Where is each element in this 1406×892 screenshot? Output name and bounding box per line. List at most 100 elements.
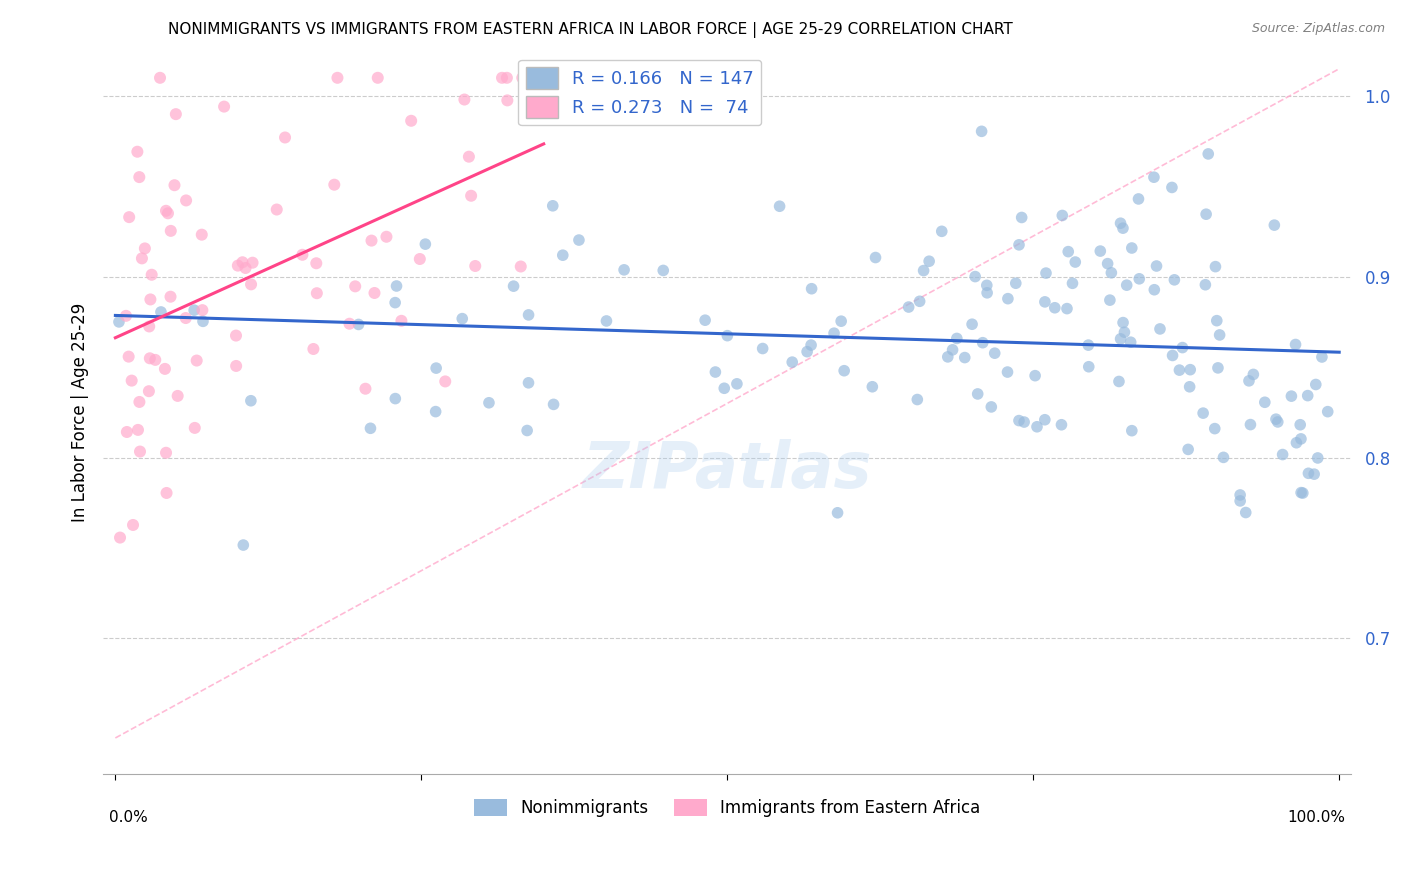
Point — [1271, 448, 1294, 462]
Point — [976, 278, 998, 293]
Point — [502, 279, 524, 293]
Point — [800, 338, 823, 352]
Point — [1263, 218, 1285, 232]
Point — [496, 70, 519, 85]
Point — [1289, 432, 1312, 446]
Text: 100.0%: 100.0% — [1288, 810, 1346, 825]
Point — [305, 286, 328, 301]
Point — [1056, 301, 1078, 316]
Point — [1285, 435, 1308, 450]
Point — [122, 518, 145, 533]
Point — [1077, 359, 1099, 374]
Point — [1296, 389, 1319, 403]
Point — [1279, 389, 1302, 403]
Point — [1178, 380, 1201, 394]
Point — [751, 342, 773, 356]
Point — [1026, 419, 1049, 434]
Point — [478, 396, 501, 410]
Point — [517, 376, 540, 390]
Point — [972, 335, 994, 350]
Point — [240, 277, 263, 292]
Point — [970, 124, 993, 138]
Point — [153, 362, 176, 376]
Point — [1128, 192, 1150, 206]
Point — [1052, 209, 1074, 223]
Point — [1305, 377, 1327, 392]
Point — [1289, 417, 1312, 432]
Point — [326, 70, 349, 85]
Point — [543, 397, 565, 411]
Point — [1292, 486, 1315, 500]
Point — [613, 263, 636, 277]
Point — [425, 404, 447, 418]
Point — [163, 178, 186, 193]
Point — [1115, 278, 1137, 293]
Point — [942, 343, 965, 357]
Point — [496, 94, 519, 108]
Point — [568, 233, 591, 247]
Point — [360, 234, 382, 248]
Point — [1109, 216, 1132, 230]
Point — [1177, 442, 1199, 457]
Point — [1146, 259, 1168, 273]
Point — [918, 254, 941, 268]
Point — [375, 229, 398, 244]
Point — [385, 279, 408, 293]
Point — [231, 255, 253, 269]
Point — [1195, 207, 1218, 221]
Point — [1033, 294, 1056, 309]
Point — [174, 311, 197, 326]
Point — [768, 199, 790, 213]
Point — [517, 308, 540, 322]
Point — [652, 263, 675, 277]
Point — [1024, 368, 1046, 383]
Point — [1161, 180, 1184, 194]
Point — [166, 389, 188, 403]
Point — [946, 331, 969, 345]
Point — [128, 170, 150, 185]
Point — [780, 355, 803, 369]
Point — [1119, 335, 1142, 350]
Point — [516, 424, 538, 438]
Point — [183, 303, 205, 318]
Point — [1168, 363, 1191, 377]
Point — [912, 263, 935, 277]
Point — [1121, 241, 1143, 255]
Point — [1298, 467, 1320, 481]
Point — [1097, 257, 1119, 271]
Point — [359, 421, 381, 435]
Point — [796, 344, 818, 359]
Point — [118, 350, 141, 364]
Point — [323, 178, 346, 192]
Point — [363, 285, 385, 300]
Point — [1316, 405, 1339, 419]
Point — [713, 381, 735, 395]
Point — [1062, 277, 1084, 291]
Point — [212, 100, 235, 114]
Point — [1004, 277, 1026, 291]
Point — [509, 260, 531, 274]
Point — [827, 506, 849, 520]
Point — [155, 203, 177, 218]
Point — [367, 70, 389, 85]
Point — [291, 248, 314, 262]
Point — [339, 317, 361, 331]
Text: Source: ZipAtlas.com: Source: ZipAtlas.com — [1251, 22, 1385, 36]
Point — [1143, 170, 1166, 185]
Point — [1143, 283, 1166, 297]
Point — [302, 342, 325, 356]
Y-axis label: In Labor Force | Age 25-29: In Labor Force | Age 25-29 — [72, 302, 89, 522]
Point — [149, 70, 172, 85]
Point — [823, 326, 845, 341]
Point — [1180, 362, 1202, 376]
Point — [1254, 395, 1277, 409]
Point — [1161, 349, 1184, 363]
Point — [242, 256, 264, 270]
Point — [131, 252, 153, 266]
Point — [127, 423, 149, 437]
Point — [997, 365, 1019, 379]
Text: ZIPatlas: ZIPatlas — [582, 439, 872, 501]
Point — [965, 269, 987, 284]
Point — [1237, 374, 1260, 388]
Point — [830, 314, 852, 328]
